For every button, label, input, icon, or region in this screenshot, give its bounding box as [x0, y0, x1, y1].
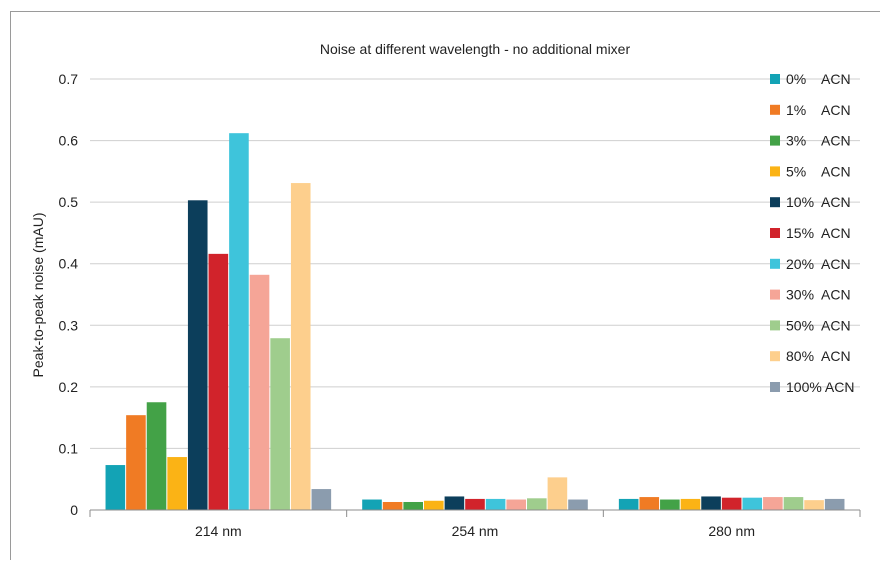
bar	[824, 498, 845, 510]
legend-label: 15% ACN	[786, 225, 851, 241]
bar	[639, 497, 660, 510]
legend-label: 80% ACN	[786, 348, 851, 364]
bar	[311, 489, 332, 510]
legend-label: 0% ACN	[786, 71, 851, 87]
legend-label: 30% ACN	[786, 287, 851, 303]
x-axis-ticks: 214 nm 254 nm 280 nm	[195, 523, 755, 539]
bar	[465, 498, 485, 510]
y-axis-ticks: 0 0.1 0.2 0.3 0.4 0.5 0.6 0.7	[59, 71, 79, 518]
legend-swatch	[770, 74, 780, 84]
x-tick-label: 280 nm	[708, 523, 755, 539]
legend-swatch	[770, 351, 780, 362]
legend-label: 3% ACN	[786, 133, 851, 149]
bar	[660, 499, 680, 510]
bar	[527, 498, 547, 510]
bar	[249, 274, 270, 510]
legend: 0% ACN 1% ACN 3% ACN 5% ACN 10% ACN 15% ACN 20…	[770, 71, 854, 395]
y-tick-label: 0.1	[59, 440, 79, 456]
legend-label: 5% ACN	[786, 163, 851, 179]
y-tick-label: 0.3	[59, 317, 79, 333]
x-tick-label: 214 nm	[195, 523, 242, 539]
y-tick-label: 0.5	[59, 194, 79, 210]
bar	[485, 498, 506, 510]
bar	[126, 415, 146, 510]
legend-label: 1% ACN	[786, 102, 851, 118]
bar	[105, 465, 126, 510]
y-tick-label: 0.7	[59, 71, 79, 87]
legend-label: 50% ACN	[786, 317, 851, 333]
x-axis	[89, 509, 861, 517]
bar	[167, 457, 187, 510]
bar	[763, 497, 783, 510]
bar	[424, 500, 444, 510]
legend-label: 20% ACN	[786, 256, 851, 272]
y-tick-label: 0	[70, 502, 78, 518]
bar	[444, 496, 465, 510]
bar	[229, 133, 249, 510]
legend-swatch	[770, 166, 780, 177]
bar	[362, 499, 382, 510]
legend-label: 10% ACN	[786, 194, 851, 210]
legend-swatch	[770, 135, 780, 146]
bar	[146, 402, 167, 510]
bar	[568, 499, 588, 510]
legend-swatch	[770, 228, 780, 238]
legend-swatch	[770, 104, 780, 115]
bar	[804, 500, 824, 510]
y-tick-label: 0.4	[59, 256, 79, 272]
bar	[506, 499, 526, 510]
legend-label: 100% ACN	[786, 379, 854, 395]
y-tick-label: 0.2	[59, 379, 79, 395]
bar	[721, 497, 742, 510]
legend-swatch	[770, 289, 780, 300]
bars	[105, 133, 845, 510]
bar	[783, 497, 804, 510]
legend-swatch	[770, 382, 780, 392]
legend-swatch	[770, 320, 780, 331]
y-axis-label: Peak-to-peak noise (mAU)	[30, 213, 46, 378]
bar	[680, 498, 701, 510]
chart-frame	[10, 11, 880, 560]
bar	[290, 183, 311, 510]
legend-swatch	[770, 197, 780, 208]
bar	[403, 501, 423, 510]
x-tick-label: 254 nm	[452, 523, 499, 539]
bar	[187, 200, 208, 510]
y-tick-label: 0.6	[59, 133, 79, 149]
bar	[382, 501, 403, 510]
gridlines	[90, 78, 860, 449]
bar	[618, 498, 639, 510]
legend-swatch	[770, 258, 780, 269]
bar	[208, 253, 229, 510]
bar	[742, 497, 763, 510]
chart-title: Noise at different wavelength - no addit…	[320, 41, 631, 57]
bar	[547, 477, 568, 510]
bar	[701, 496, 721, 510]
bar	[270, 338, 290, 510]
